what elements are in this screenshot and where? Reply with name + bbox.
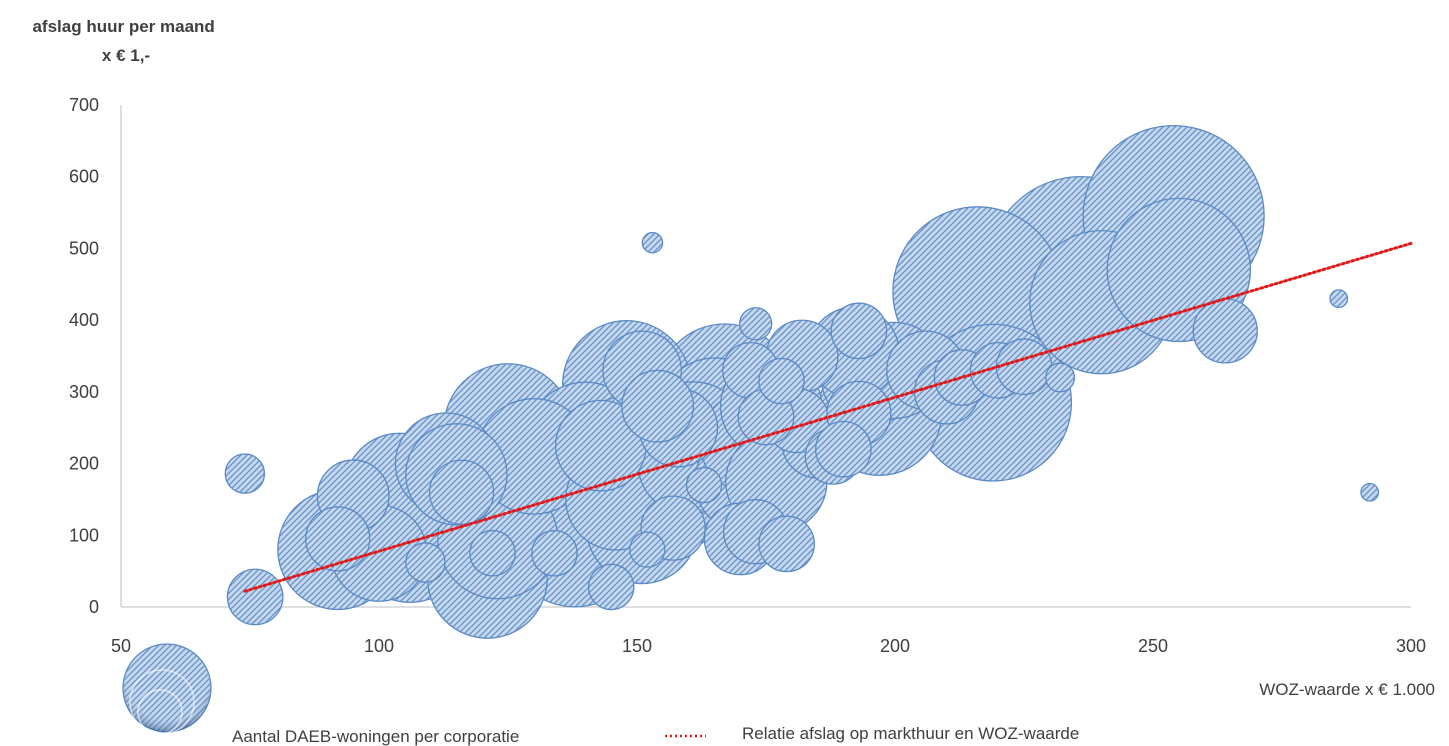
x-tick-label: 250 [1138, 636, 1168, 656]
y-tick-label: 200 [69, 454, 99, 474]
y-axis-label: afslag huur per maand x € 1,- [32, 17, 219, 65]
bubble [469, 529, 516, 577]
x-tick-label: 300 [1396, 636, 1426, 656]
bubble [995, 338, 1053, 396]
bubble [815, 420, 872, 478]
x-axis-label: WOZ-waarde x € 1.000 [1259, 680, 1435, 699]
y-tick-label: 500 [69, 238, 99, 258]
y-tick-label: 400 [69, 310, 99, 330]
bubble [685, 466, 723, 504]
bubble [305, 506, 371, 572]
x-tick-label: 100 [364, 636, 394, 656]
bubble [621, 369, 695, 443]
bubble [629, 531, 666, 568]
x-tick-label: 50 [111, 636, 131, 656]
x-tick-label: 200 [880, 636, 910, 656]
legend-label-bubbles: Aantal DAEB-woningen per corporatie [232, 727, 519, 746]
bubble [739, 307, 773, 341]
bubble-series [224, 124, 1380, 639]
legend-bubble-icon [122, 643, 212, 735]
y-tick-label: 300 [69, 382, 99, 402]
y-axis-ticks: 0 100 200 300 400 500 600 700 [69, 95, 99, 617]
y-tick-label: 100 [69, 525, 99, 545]
bubble [758, 357, 805, 405]
bubble [830, 302, 888, 360]
bubble [405, 542, 446, 583]
bubble [587, 563, 635, 611]
bubble [1045, 362, 1076, 393]
y-axis-label-line: afslag huur per maand [32, 17, 214, 36]
bubble [758, 515, 816, 573]
legend-label-trend: Relatie afslag op markthuur en WOZ-waard… [742, 724, 1079, 743]
bubble [1329, 289, 1349, 309]
bubble [1192, 298, 1258, 364]
trend-line [243, 241, 1413, 593]
y-tick-label: 600 [69, 167, 99, 187]
bubble [641, 231, 664, 254]
bubble [226, 568, 284, 626]
legend: Aantal DAEB-woningen per corporatie Rela… [122, 643, 1079, 746]
bubble [531, 529, 578, 577]
y-tick-label: 700 [69, 95, 99, 115]
bubble [1360, 482, 1380, 502]
x-axis-ticks: 50 100 150 200 250 300 [111, 636, 1426, 656]
bubble [224, 453, 266, 494]
x-tick-label: 150 [622, 636, 652, 656]
y-tick-label: 0 [89, 597, 99, 617]
y-axis-label-line: x € 1,- [102, 46, 150, 65]
bubble [428, 459, 495, 525]
